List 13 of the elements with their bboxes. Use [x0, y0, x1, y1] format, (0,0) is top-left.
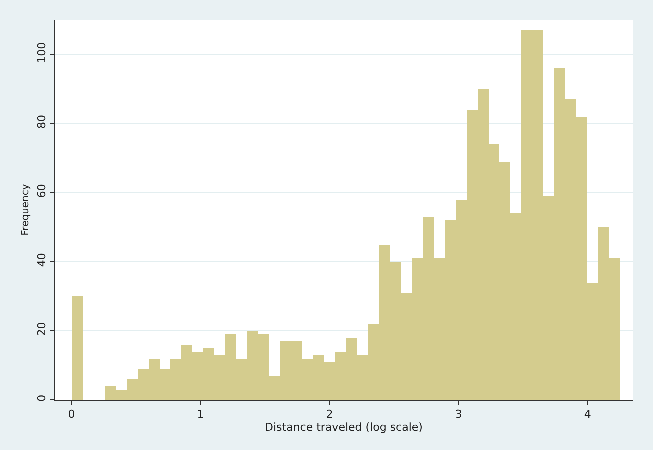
x-axis-title: Distance traveled (log scale)	[265, 421, 423, 434]
y-axis-title: Frequency	[20, 184, 32, 236]
x-tick-label: 4	[584, 408, 592, 422]
x-tick-label: 2	[326, 408, 334, 422]
y-tick-label: 60	[36, 184, 49, 198]
y-tick-label: 80	[36, 114, 49, 129]
y-tick-label: 40	[36, 253, 49, 268]
y-tick-label: 100	[36, 42, 49, 64]
y-tick-label: 20	[36, 322, 49, 336]
y-tick-label: 0	[36, 394, 49, 402]
x-tick-label: 0	[68, 408, 76, 422]
x-tick-label: 1	[197, 408, 204, 422]
x-tick-label: 3	[455, 408, 462, 422]
